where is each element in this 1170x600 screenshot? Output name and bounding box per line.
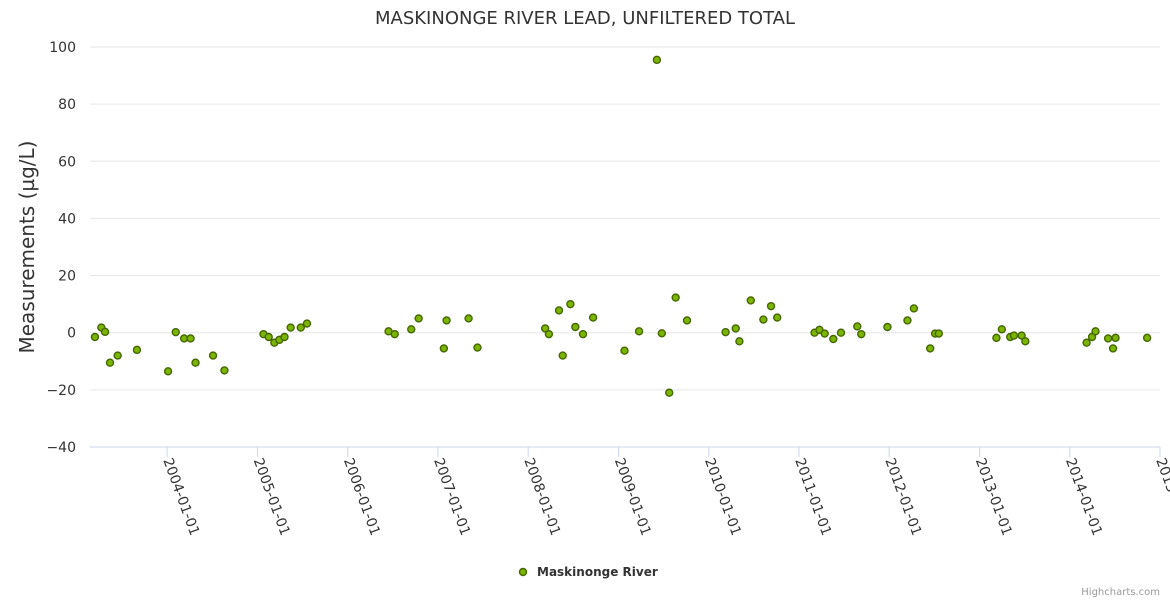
data-point[interactable]: [634, 327, 644, 336]
data-point[interactable]: [540, 324, 550, 333]
data-point[interactable]: [280, 332, 289, 342]
data-point[interactable]: [759, 315, 768, 324]
data-point[interactable]: [220, 366, 229, 375]
data-point[interactable]: [163, 367, 173, 376]
data-point[interactable]: [1111, 333, 1120, 343]
data-point[interactable]: [836, 328, 846, 337]
y-tick-label: 40: [58, 211, 76, 227]
x-tick-label: 2008-01-01: [520, 456, 563, 538]
data-point[interactable]: [903, 316, 912, 325]
data-point[interactable]: [558, 351, 567, 360]
data-point[interactable]: [286, 323, 295, 332]
data-point[interactable]: [208, 351, 218, 360]
x-tick-label: 2015-: [1152, 456, 1170, 500]
data-point[interactable]: [100, 327, 110, 337]
y-tick-label: 0: [67, 326, 76, 342]
data-point[interactable]: [1021, 337, 1030, 346]
data-point[interactable]: [735, 337, 744, 346]
y-tick-label: −40: [46, 440, 76, 456]
data-point[interactable]: [464, 314, 473, 323]
data-point[interactable]: [665, 388, 674, 397]
data-point[interactable]: [566, 299, 575, 309]
data-point[interactable]: [731, 324, 740, 333]
data-point[interactable]: [992, 333, 1001, 343]
data-point[interactable]: [1017, 331, 1026, 340]
data-point[interactable]: [1091, 327, 1100, 336]
data-point[interactable]: [571, 322, 580, 332]
data-point[interactable]: [407, 325, 416, 334]
data-point[interactable]: [1108, 344, 1118, 353]
data-point[interactable]: [171, 327, 180, 337]
x-tick-label: 2013-01-01: [972, 456, 1015, 538]
data-point[interactable]: [578, 329, 588, 339]
data-point[interactable]: [554, 306, 564, 315]
credits-link[interactable]: Highcharts.com: [1081, 587, 1160, 598]
data-point[interactable]: [671, 293, 680, 302]
data-point[interactable]: [1009, 331, 1019, 340]
data-point[interactable]: [773, 313, 782, 322]
data-point[interactable]: [829, 334, 838, 344]
data-point[interactable]: [909, 304, 919, 313]
x-tick-label: 2011-01-01: [791, 456, 834, 538]
x-tick-label: 2014-01-01: [1062, 456, 1105, 538]
data-point[interactable]: [746, 296, 755, 305]
data-point[interactable]: [588, 313, 598, 322]
data-point[interactable]: [414, 314, 423, 323]
data-point[interactable]: [682, 316, 692, 325]
data-point[interactable]: [997, 325, 1007, 334]
data-point[interactable]: [620, 346, 629, 355]
y-tick-label: 80: [58, 97, 76, 113]
y-axis-label: Measurements (µg/L): [15, 141, 39, 354]
legend-item-label[interactable]: Maskinonge River: [537, 565, 658, 579]
y-tick-label: −20: [46, 383, 76, 399]
data-point[interactable]: [1142, 333, 1152, 343]
x-tick-label: 2012-01-01: [881, 456, 924, 538]
data-point[interactable]: [473, 343, 482, 352]
data-point[interactable]: [439, 344, 449, 353]
data-point[interactable]: [657, 329, 667, 338]
data-point[interactable]: [925, 344, 935, 353]
data-point[interactable]: [1082, 338, 1091, 347]
data-point[interactable]: [113, 351, 122, 360]
data-point[interactable]: [302, 319, 312, 328]
data-point[interactable]: [296, 323, 305, 332]
x-tick-label: 2005-01-01: [250, 456, 293, 538]
legend-marker-icon: [518, 567, 528, 577]
data-point[interactable]: [105, 358, 115, 367]
y-tick-label: 100: [49, 40, 76, 56]
data-point[interactable]: [442, 316, 451, 325]
y-axis-ticks: −40 −20 0 20 40 60 80 100: [46, 40, 76, 456]
data-point[interactable]: [857, 329, 866, 339]
data-point[interactable]: [191, 358, 200, 367]
x-tick-label: 2004-01-01: [159, 456, 202, 538]
data-point[interactable]: [883, 322, 892, 332]
x-axis: 2004-01-01 2005-01-01 2006-01-01 2007-01-01…: [90, 446, 1170, 538]
data-point[interactable]: [853, 322, 862, 331]
data-point[interactable]: [186, 334, 195, 343]
chart-title: MASKINONGE RIVER LEAD, UNFILTERED TOTAL: [375, 8, 795, 29]
legend[interactable]: Maskinonge River: [518, 565, 658, 579]
x-tick-label: 2006-01-01: [340, 456, 383, 538]
data-point[interactable]: [264, 332, 273, 342]
data-point[interactable]: [766, 301, 776, 311]
data-point[interactable]: [90, 332, 100, 342]
x-tick-label: 2007-01-01: [430, 456, 473, 538]
data-point[interactable]: [1103, 334, 1113, 343]
y-tick-label: 60: [58, 154, 76, 170]
data-point[interactable]: [721, 327, 730, 337]
x-tick-label: 2010-01-01: [701, 456, 744, 538]
data-point[interactable]: [132, 345, 142, 355]
y-tick-label: 20: [58, 269, 76, 285]
data-point[interactable]: [544, 329, 554, 339]
data-point[interactable]: [652, 55, 662, 65]
data-point[interactable]: [390, 329, 399, 339]
grid-lines: [90, 46, 1160, 448]
series-maskinonge-river[interactable]: [90, 55, 1152, 397]
data-point[interactable]: [820, 329, 829, 338]
x-tick-label: 2009-01-01: [611, 456, 654, 538]
data-point[interactable]: [934, 329, 944, 338]
